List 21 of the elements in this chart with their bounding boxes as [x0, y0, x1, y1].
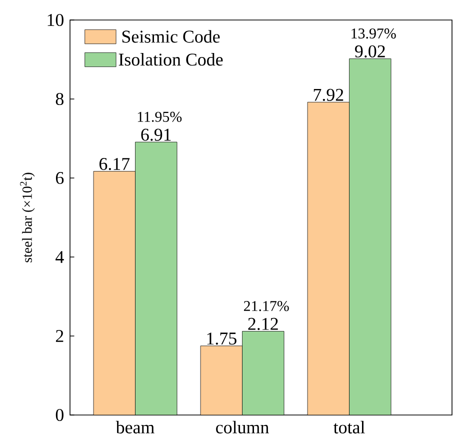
y-tick-label: 4: [56, 251, 64, 263]
data-label: 9.02: [355, 45, 385, 58]
y-tick-label: 8: [56, 92, 64, 106]
y-tick-label: 10: [48, 14, 64, 26]
y-axis-title: steel bar (×10$^{2}$t): [20, 172, 35, 262]
annotation: 21.17%: [244, 300, 289, 312]
y-tick-label: 6: [56, 172, 64, 184]
data-label: 6.91: [141, 128, 171, 141]
data-label: 6.17: [99, 158, 130, 170]
y-tick-label: 0: [56, 408, 64, 422]
annotation: 13.97%: [352, 28, 396, 39]
data-label: 1.75: [207, 332, 236, 345]
x-tick-label: beam: [116, 420, 154, 434]
data-label: 2.12: [248, 318, 278, 330]
x-tick-label: total: [334, 420, 365, 434]
legend-label: Isolation Code: [118, 53, 223, 66]
y-tick-label: 2: [56, 330, 64, 342]
x-tick-label: column: [216, 420, 269, 434]
annotation: 11.95%: [138, 112, 182, 122]
legend-label: Seismic Code: [122, 30, 220, 43]
data-label: 7.92: [314, 88, 344, 101]
